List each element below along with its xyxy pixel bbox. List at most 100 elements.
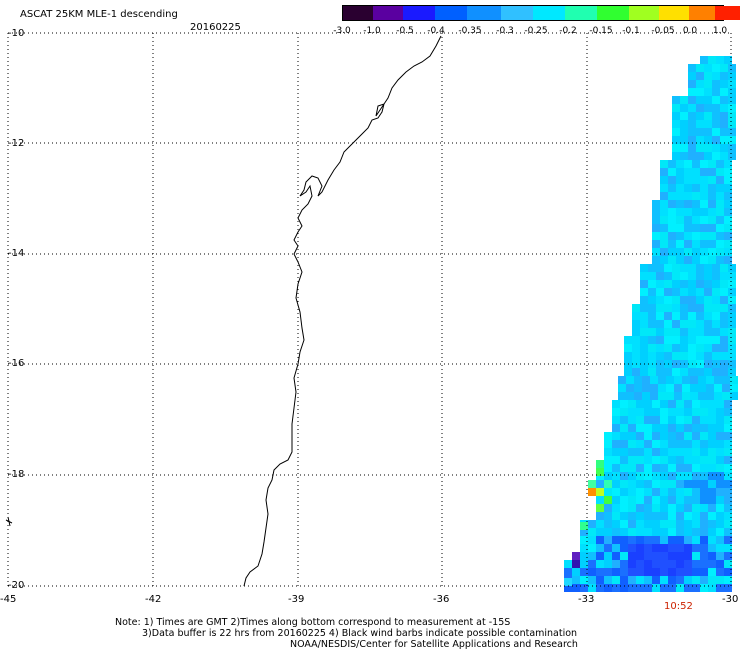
product-title: ASCAT 25KM MLE-1 descending	[20, 9, 178, 20]
swath-pixel	[680, 120, 688, 128]
swath-pixel	[628, 560, 636, 568]
swath-pixel	[696, 112, 704, 120]
swath-pixel	[680, 152, 688, 160]
scale-label: -0.4	[427, 26, 445, 36]
lon-label: -33	[578, 594, 594, 605]
swath-pixel	[642, 392, 650, 400]
swath-pixel	[668, 488, 676, 496]
swath-pixel	[684, 584, 692, 592]
swath-pixel	[640, 280, 648, 288]
swath-pixel	[628, 584, 636, 592]
swath-pixel	[716, 400, 724, 408]
swath-pixel	[640, 272, 648, 280]
swath-pixel	[644, 488, 652, 496]
swath-pixel	[672, 320, 680, 328]
swath-pixel	[728, 360, 736, 368]
swath-pixel	[664, 264, 672, 272]
swath-pixel	[628, 456, 636, 464]
swath-pixel	[588, 552, 596, 560]
swath-pixel	[604, 544, 612, 552]
swath-pixel	[684, 408, 692, 416]
swath-pixel	[620, 488, 628, 496]
swath-pixel	[648, 288, 656, 296]
swath-pixel	[708, 584, 716, 592]
swath-pixel	[688, 136, 696, 144]
swath-pixel	[724, 400, 732, 408]
swath-pixel	[696, 88, 704, 96]
swath-pixel	[704, 312, 712, 320]
swath-pixel	[676, 216, 684, 224]
swath-pixel	[692, 432, 700, 440]
swath-pixel	[656, 296, 664, 304]
swath-pixel	[620, 400, 628, 408]
color-scale-labels: -3.0 -1.0 -0.5 -0.4 -0.35 -0.3 -0.25 -0.…	[0, 26, 740, 38]
swath-pixel	[604, 464, 612, 472]
swath-pixel	[684, 528, 692, 536]
swath-pixel	[652, 408, 660, 416]
swath-pixel	[700, 520, 708, 528]
swath-pixel	[700, 192, 708, 200]
swath-pixel	[676, 552, 684, 560]
swath-pixel	[724, 160, 732, 168]
swath-pixel	[708, 576, 716, 584]
swath-pixel	[588, 528, 596, 536]
swath-pixel	[676, 176, 684, 184]
swath-pixel	[668, 224, 676, 232]
swath-pixel	[728, 264, 736, 272]
swath-pixel	[680, 144, 688, 152]
swath-pixel	[676, 528, 684, 536]
swath-pixel	[572, 552, 580, 560]
swath-pixel	[708, 536, 716, 544]
swath-pixel	[652, 240, 660, 248]
swath-pixel	[644, 520, 652, 528]
swath-pixel	[668, 536, 676, 544]
swath-pixel	[716, 504, 724, 512]
swath-pixel	[684, 536, 692, 544]
swath-pixel	[668, 432, 676, 440]
swath-pixel	[676, 520, 684, 528]
swath-pixel	[644, 536, 652, 544]
swath-pixel	[636, 536, 644, 544]
swath-pixel	[728, 72, 736, 80]
swath-pixel	[652, 416, 660, 424]
swath-pixel	[580, 536, 588, 544]
swath-pixel	[700, 504, 708, 512]
swath-pixel	[596, 512, 604, 520]
swath-pixel	[660, 480, 668, 488]
swath-pixel	[680, 112, 688, 120]
swath-pixel	[604, 584, 612, 592]
swath-pixel	[684, 208, 692, 216]
swath-pixel	[652, 560, 660, 568]
swath-pixel	[704, 264, 712, 272]
scale-swatch	[533, 6, 565, 20]
swath-pixel	[640, 304, 648, 312]
swath-pixel	[708, 248, 716, 256]
swath-pixel	[660, 184, 668, 192]
swath-pixel	[648, 368, 656, 376]
swath-pixel	[712, 352, 720, 360]
swath-pixel	[716, 192, 724, 200]
swath-pixel	[668, 512, 676, 520]
swath-pixel	[676, 200, 684, 208]
swath-pixel	[692, 464, 700, 472]
swath-pixel	[692, 448, 700, 456]
swath-pixel	[596, 504, 604, 512]
swath-pixel	[704, 72, 712, 80]
swath-pixel	[660, 512, 668, 520]
swath-pixel	[728, 320, 736, 328]
swath-pixel	[684, 400, 692, 408]
swath-pixel	[636, 552, 644, 560]
swath-pixel	[700, 232, 708, 240]
swath-pixel	[612, 432, 620, 440]
swath-pixel	[620, 576, 628, 584]
footnote-line-2: 3)Data buffer is 22 hrs from 20160225 4)…	[142, 628, 578, 639]
swath-pixel	[692, 208, 700, 216]
swath-pixel	[664, 296, 672, 304]
swath-pixel	[692, 512, 700, 520]
swath-pixel	[716, 208, 724, 216]
swath-pixel	[656, 264, 664, 272]
lat-label: -10	[8, 28, 24, 39]
swath-pixel	[636, 440, 644, 448]
swath-pixel	[700, 400, 708, 408]
swath-pixel	[644, 496, 652, 504]
